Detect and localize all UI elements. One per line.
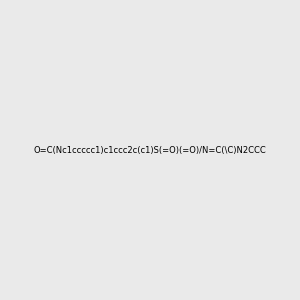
Text: O=C(Nc1ccccc1)c1ccc2c(c1)S(=O)(=O)/N=C(\C)N2CCC: O=C(Nc1ccccc1)c1ccc2c(c1)S(=O)(=O)/N=C(\… (34, 146, 266, 154)
